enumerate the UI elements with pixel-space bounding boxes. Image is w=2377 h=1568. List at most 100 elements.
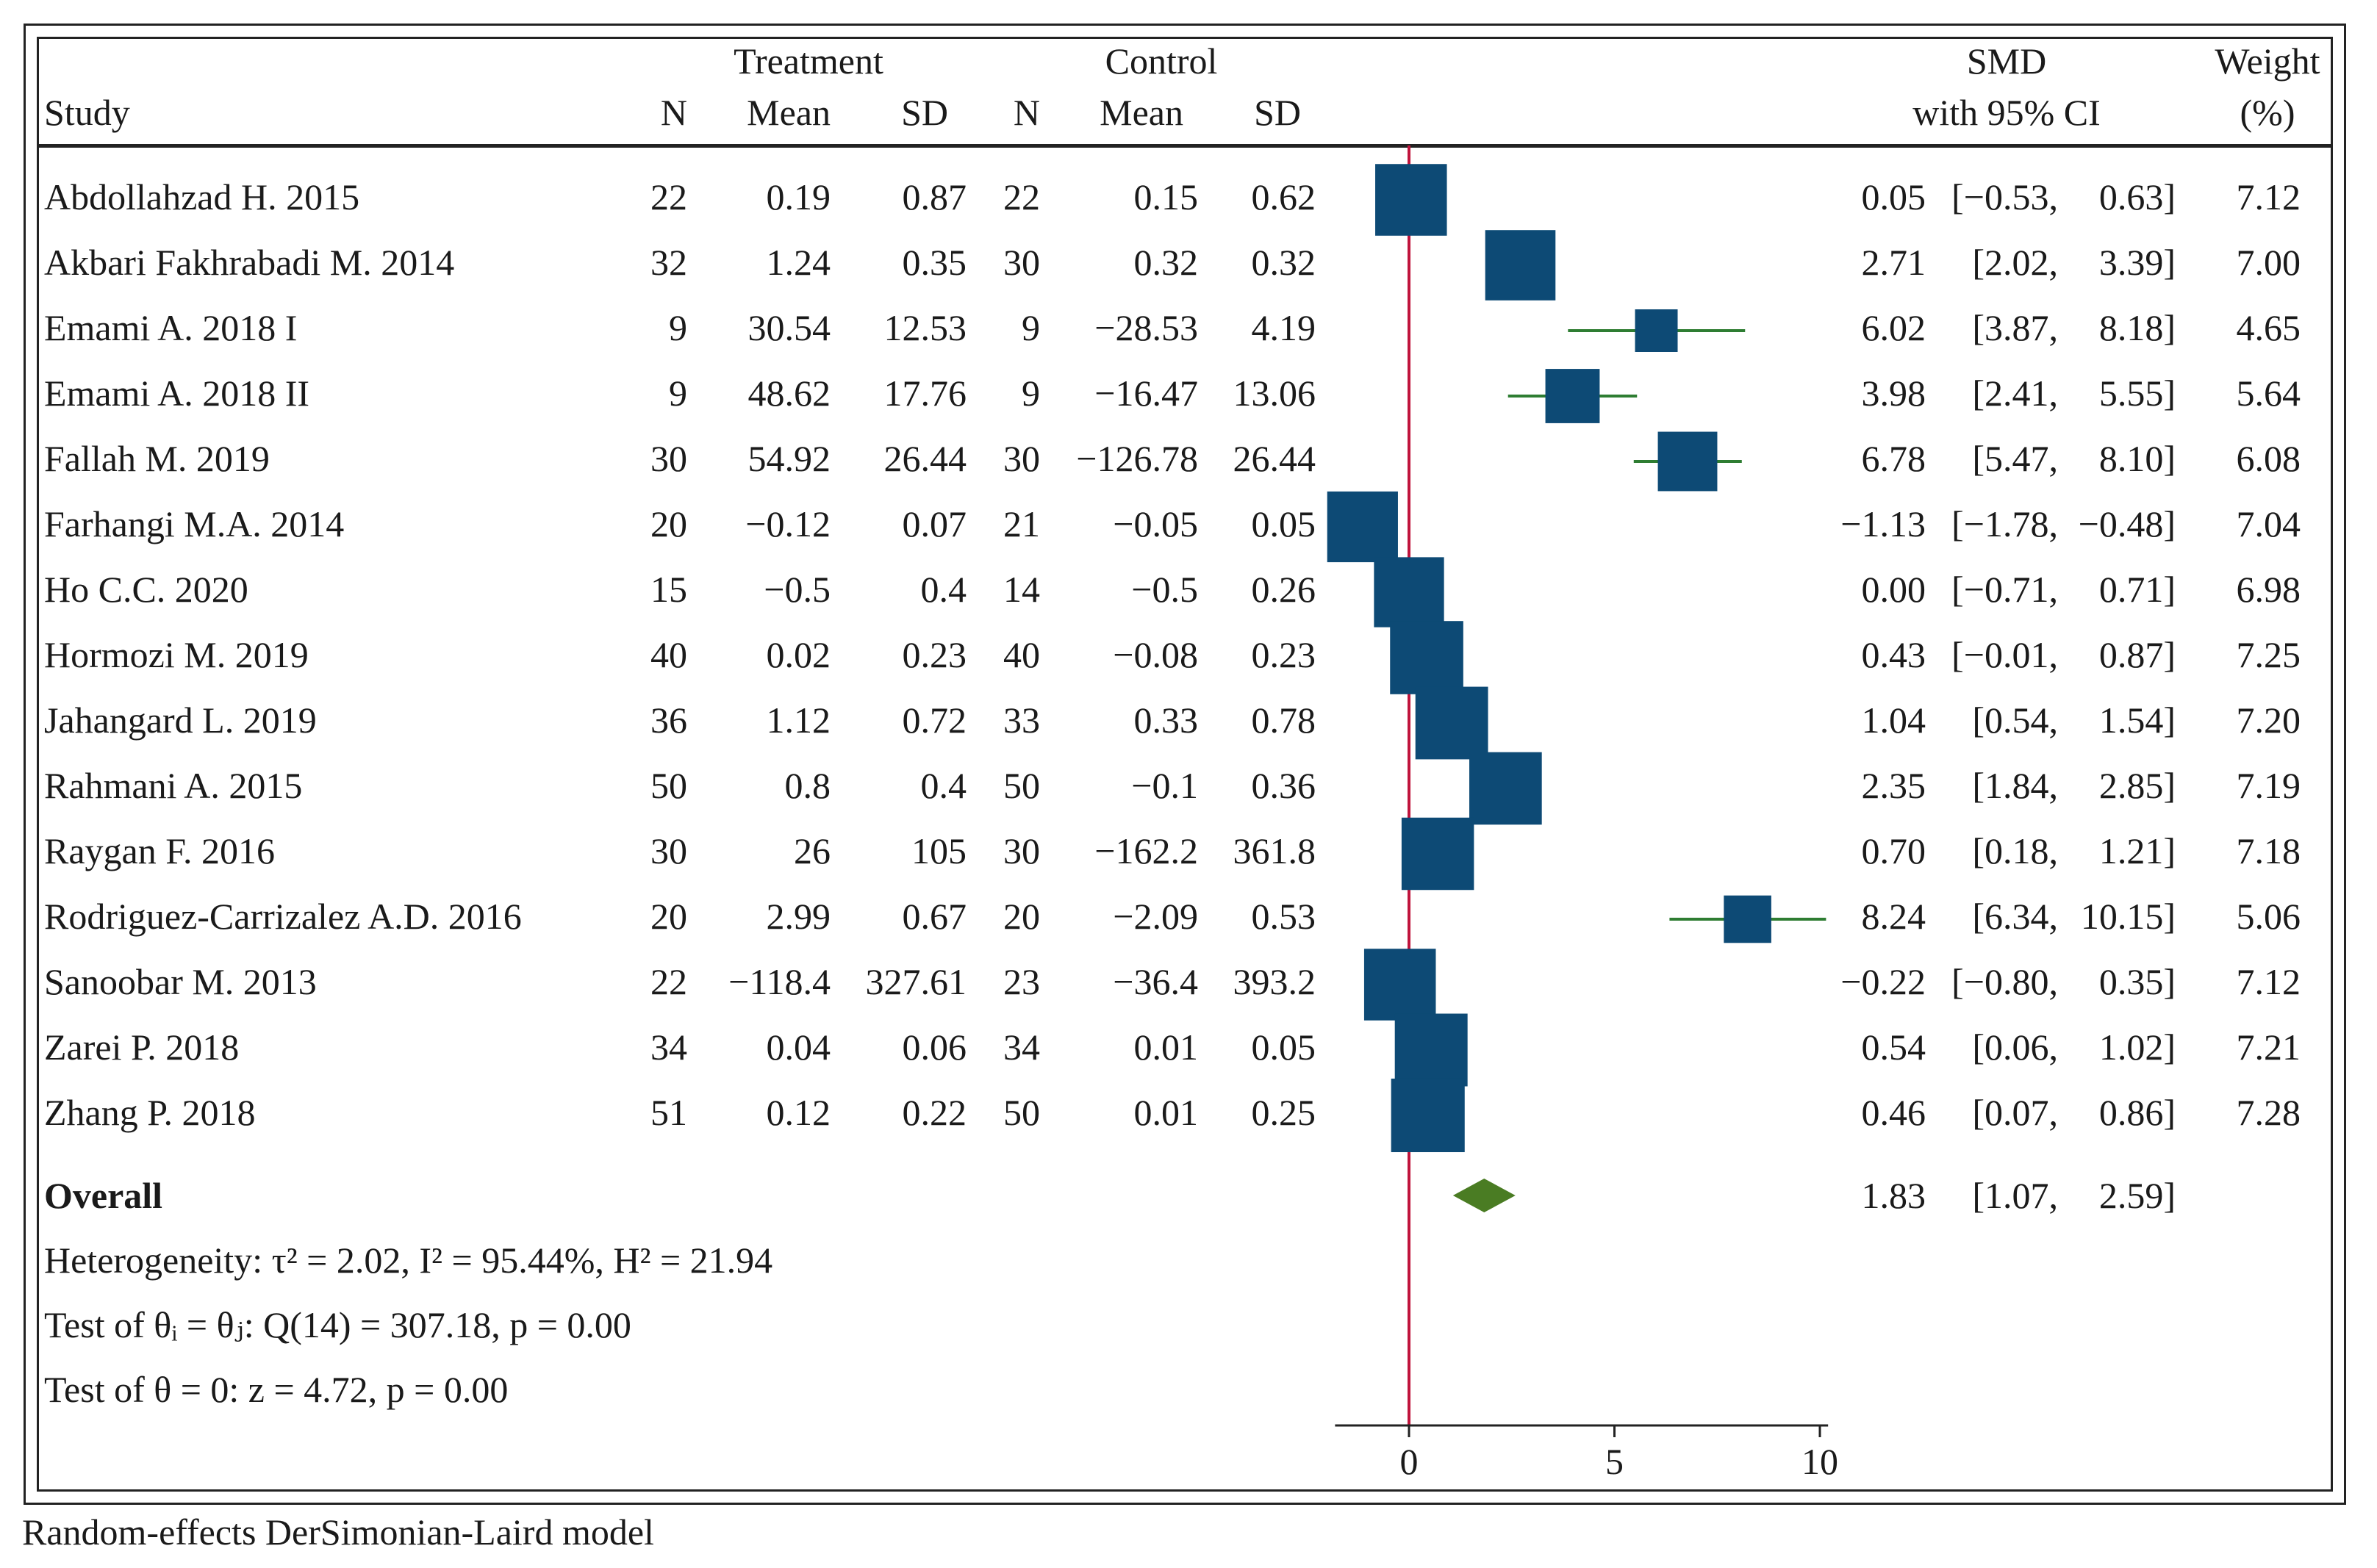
treatment-n: 30 [650,830,687,871]
effect-marker [1545,369,1600,423]
x-tick-label: 5 [1605,1441,1624,1482]
control-mean: −0.08 [1113,634,1198,675]
weight-value: 7.00 [2236,242,2301,283]
smd-value: 0.00 [1861,569,1926,610]
control-n: 20 [1003,896,1040,937]
treatment-mean: 0.8 [784,765,831,806]
weight-value: 7.19 [2236,765,2301,806]
effect-marker [1327,491,1398,563]
weight-value: 6.98 [2236,569,2301,610]
control-sd: 393.2 [1233,961,1316,1002]
ci-low: [6.34, [1972,896,2058,937]
ci-high: 8.18] [2098,307,2176,348]
inner-frame [37,37,2333,1492]
smd-value: −1.13 [1840,503,1926,544]
control-mean: −0.5 [1131,569,1198,610]
ci-low: [3.87, [1972,307,2058,348]
control-n: 40 [1003,634,1040,675]
treatment-mean: −0.5 [764,569,831,610]
control-mean: −36.4 [1113,961,1198,1002]
treatment-mean: 0.19 [766,176,831,217]
control-mean: −162.2 [1094,830,1198,871]
treatment-sd: 0.35 [902,242,967,283]
treatment-mean: 26 [794,830,831,871]
control-sd: 0.53 [1251,896,1316,937]
ci-high: 2.85] [2098,765,2176,806]
treatment-n: 22 [650,961,687,1002]
ci-low: [0.54, [1972,700,2058,741]
study-name: Akbari Fakhrabadi M. 2014 [44,242,455,283]
header-study: Study [44,92,130,133]
study-name: Zhang P. 2018 [44,1092,256,1133]
treatment-n: 9 [669,307,687,348]
ci-low: [1.84, [1972,765,2058,806]
study-name: Farhangi M.A. 2014 [44,503,345,544]
treatment-sd: 0.4 [920,569,967,610]
treatment-n: 50 [650,765,687,806]
control-mean: 0.01 [1133,1092,1199,1133]
effect-marker [1374,557,1444,627]
control-n: 34 [1003,1026,1040,1068]
ci-high: 1.54] [2098,700,2176,741]
treatment-n: 15 [650,569,687,610]
treatment-mean: 0.12 [766,1092,831,1133]
control-sd: 4.19 [1251,307,1316,348]
treatment-sd: 0.4 [920,765,967,806]
control-mean: −2.09 [1113,896,1198,937]
treatment-sd: 0.23 [902,634,967,675]
overall-smd: 1.83 [1861,1175,1926,1216]
study-name: Raygan F. 2016 [44,830,276,871]
header-treatment-mean: Mean [747,92,831,133]
control-mean: −0.1 [1131,765,1198,806]
control-mean: 0.32 [1133,242,1199,283]
control-sd: 0.78 [1251,700,1316,741]
effect-marker [1363,949,1436,1021]
header-weight-pct: (%) [2240,92,2295,133]
smd-value: 0.54 [1861,1026,1926,1068]
control-n: 30 [1003,830,1040,871]
treatment-n: 20 [650,896,687,937]
ci-low: [−0.80, [1951,961,2058,1002]
z-test-text: Test of θ = 0: z = 4.72, p = 0.00 [44,1369,509,1410]
header-control-sd: SD [1254,92,1301,133]
heterogeneity-text: Heterogeneity: τ² = 2.02, I² = 95.44%, H… [44,1240,773,1281]
smd-value: 0.46 [1861,1092,1926,1133]
header-smd-ci: with 95% CI [1912,92,2101,133]
treatment-sd: 327.61 [865,961,967,1002]
treatment-n: 32 [650,242,687,283]
treatment-n: 34 [650,1026,687,1068]
control-n: 23 [1003,961,1040,1002]
q-test-text: Test of θᵢ = θⱼ: Q(14) = 307.18, p = 0.0… [44,1304,631,1345]
ci-low: [5.47, [1972,438,2058,479]
weight-value: 7.18 [2236,830,2301,871]
control-n: 30 [1003,438,1040,479]
control-mean: −28.53 [1094,307,1198,348]
treatment-sd: 17.76 [883,373,967,414]
ci-high: 8.10] [2098,438,2176,479]
study-name: Sanoobar M. 2013 [44,961,317,1002]
effect-marker [1724,895,1771,943]
control-sd: 0.32 [1251,242,1316,283]
smd-value: 2.35 [1861,765,1926,806]
treatment-sd: 0.22 [902,1092,967,1133]
overall-ci-high: 2.59] [2098,1175,2176,1216]
treatment-n: 20 [650,503,687,544]
treatment-n: 40 [650,634,687,675]
ci-high: 10.15] [2080,896,2176,937]
treatment-sd: 0.87 [902,176,967,217]
effect-marker [1485,230,1556,301]
smd-value: 0.70 [1861,830,1926,871]
control-sd: 0.23 [1251,634,1316,675]
control-sd: 26.44 [1233,438,1316,479]
effect-marker [1415,686,1488,760]
weight-value: 4.65 [2236,307,2301,348]
treatment-n: 22 [650,176,687,217]
effect-marker [1635,309,1678,352]
header-rule [38,144,2331,148]
model-footnote: Random-effects DerSimonian-Laird model [22,1511,654,1553]
treatment-sd: 105 [911,830,967,871]
control-mean: −126.78 [1076,438,1198,479]
control-sd: 0.05 [1251,1026,1316,1068]
smd-value: 2.71 [1861,242,1926,283]
